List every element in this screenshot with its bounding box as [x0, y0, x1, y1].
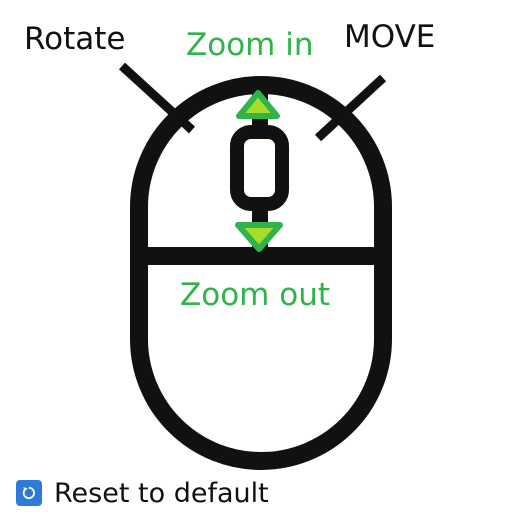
zoom-in-label: Zoom in [186, 27, 314, 63]
move-label: MOVE [344, 19, 436, 55]
zoom-in-arrow-icon [236, 90, 280, 119]
move-pointer-line [314, 74, 387, 142]
reset-to-default-button[interactable]: Reset to default [16, 478, 269, 508]
zoom-out-label: Zoom out [180, 277, 330, 313]
reset-icon[interactable] [16, 480, 42, 506]
zoom-out-arrow-icon [235, 222, 283, 252]
reset-label: Reset to default [54, 477, 269, 509]
rotate-label: Rotate [24, 21, 126, 57]
scroll-wheel [230, 125, 289, 211]
